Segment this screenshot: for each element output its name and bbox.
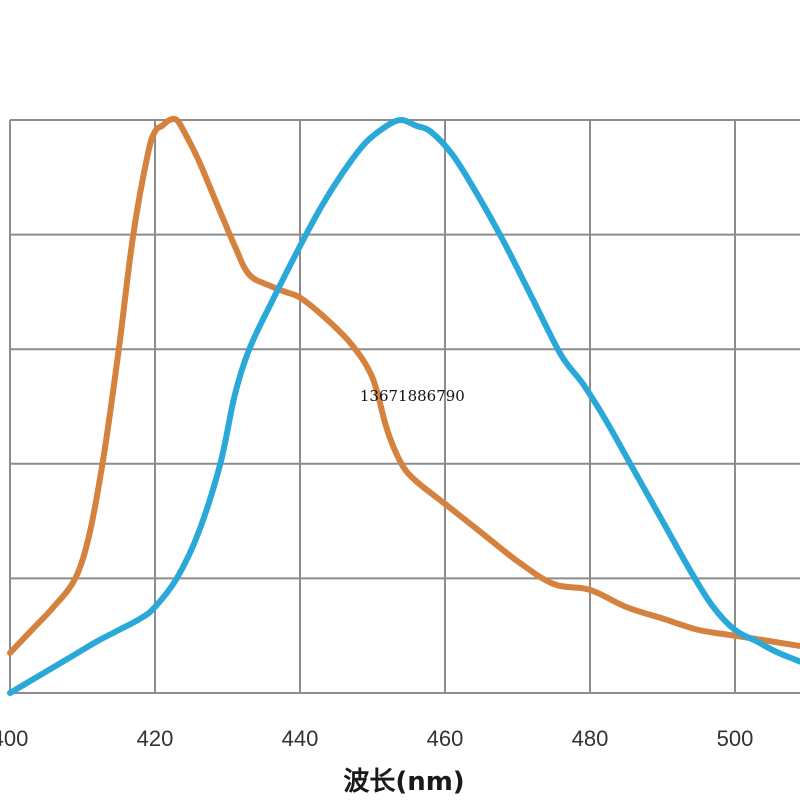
x-tick-labels: 400 420 440 460 480 500 bbox=[0, 726, 753, 751]
series-line-2 bbox=[7, 117, 800, 696]
x-tick-label-440: 440 bbox=[282, 726, 319, 751]
x-tick-label-400: 400 bbox=[0, 726, 28, 751]
x-tick-label-480: 480 bbox=[572, 726, 609, 751]
series-group bbox=[7, 115, 800, 696]
series-line-1 bbox=[7, 115, 800, 656]
x-tick-label-500: 500 bbox=[717, 726, 754, 751]
x-axis-label: 波长(nm) bbox=[343, 767, 464, 797]
grid bbox=[9, 119, 800, 694]
annotation-watermark: 13671886790 bbox=[360, 387, 465, 405]
x-tick-label-420: 420 bbox=[137, 726, 174, 751]
x-tick-label-460: 460 bbox=[427, 726, 464, 751]
